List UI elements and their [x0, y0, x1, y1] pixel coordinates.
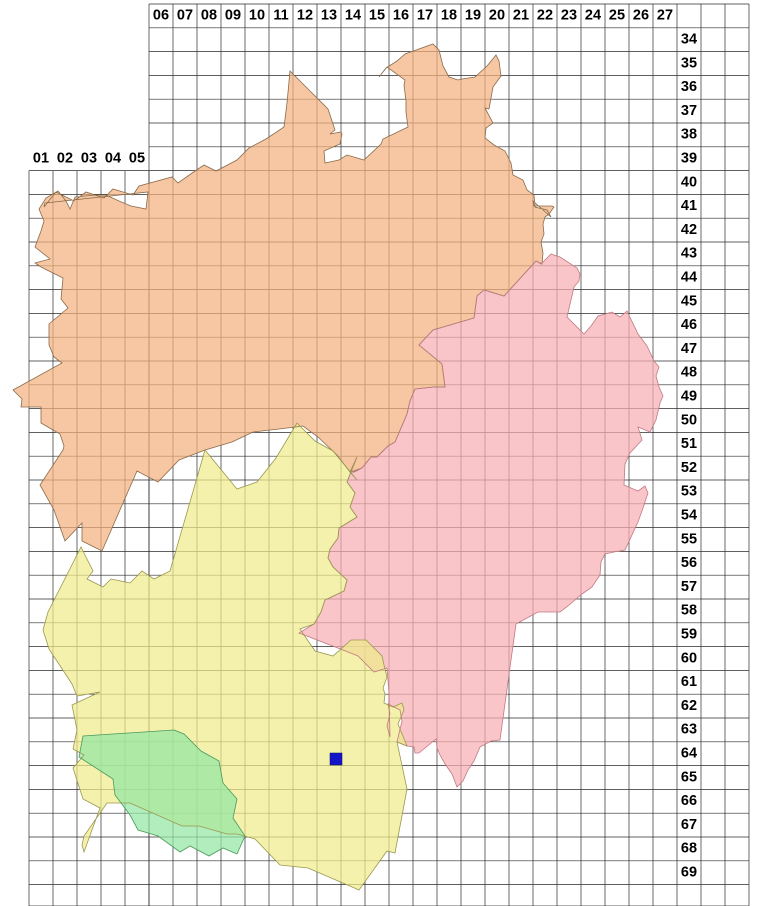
svg-text:63: 63	[681, 722, 697, 738]
svg-text:36: 36	[681, 79, 697, 95]
svg-text:03: 03	[81, 151, 97, 167]
svg-text:51: 51	[681, 436, 697, 452]
svg-text:22: 22	[537, 8, 553, 24]
svg-text:47: 47	[681, 341, 697, 357]
svg-text:02: 02	[57, 151, 73, 167]
svg-text:13: 13	[321, 8, 337, 24]
svg-text:38: 38	[681, 127, 697, 143]
svg-text:10: 10	[249, 8, 265, 24]
svg-text:23: 23	[561, 8, 577, 24]
svg-text:18: 18	[441, 8, 457, 24]
svg-text:67: 67	[681, 817, 697, 833]
svg-text:39: 39	[681, 151, 697, 167]
svg-text:34: 34	[681, 32, 697, 48]
svg-text:25: 25	[609, 8, 625, 24]
svg-text:57: 57	[681, 579, 697, 595]
svg-text:17: 17	[417, 8, 433, 24]
svg-text:61: 61	[681, 674, 697, 690]
svg-text:44: 44	[681, 270, 697, 286]
svg-text:64: 64	[681, 746, 697, 762]
svg-text:65: 65	[681, 769, 697, 785]
svg-text:59: 59	[681, 627, 697, 643]
svg-text:07: 07	[177, 8, 193, 24]
svg-text:16: 16	[393, 8, 409, 24]
svg-text:54: 54	[681, 508, 697, 524]
svg-text:52: 52	[681, 460, 697, 476]
svg-text:09: 09	[225, 8, 241, 24]
svg-text:40: 40	[681, 174, 697, 190]
svg-text:42: 42	[681, 222, 697, 238]
svg-text:58: 58	[681, 603, 697, 619]
svg-text:12: 12	[297, 8, 313, 24]
svg-text:27: 27	[657, 8, 673, 24]
svg-text:49: 49	[681, 389, 697, 405]
svg-text:01: 01	[33, 151, 49, 167]
svg-text:62: 62	[681, 698, 697, 714]
svg-text:21: 21	[513, 8, 529, 24]
svg-text:08: 08	[201, 8, 217, 24]
svg-text:43: 43	[681, 246, 697, 262]
svg-text:05: 05	[129, 151, 145, 167]
svg-text:04: 04	[105, 151, 121, 167]
svg-text:20: 20	[489, 8, 505, 24]
svg-text:55: 55	[681, 531, 697, 547]
svg-text:26: 26	[633, 8, 649, 24]
svg-text:19: 19	[465, 8, 481, 24]
svg-text:41: 41	[681, 198, 697, 214]
svg-text:11: 11	[273, 8, 288, 24]
svg-text:24: 24	[585, 8, 601, 24]
svg-text:46: 46	[681, 317, 697, 333]
svg-text:66: 66	[681, 793, 697, 809]
svg-text:60: 60	[681, 650, 697, 666]
svg-text:14: 14	[345, 8, 361, 24]
svg-text:15: 15	[369, 8, 385, 24]
svg-text:48: 48	[681, 365, 697, 381]
svg-text:53: 53	[681, 484, 697, 500]
svg-text:06: 06	[153, 8, 169, 24]
svg-text:56: 56	[681, 555, 697, 571]
svg-text:69: 69	[681, 865, 697, 881]
svg-text:45: 45	[681, 293, 697, 309]
svg-text:37: 37	[681, 103, 697, 119]
svg-text:50: 50	[681, 412, 697, 428]
svg-text:68: 68	[681, 841, 697, 857]
svg-text:35: 35	[681, 55, 697, 71]
